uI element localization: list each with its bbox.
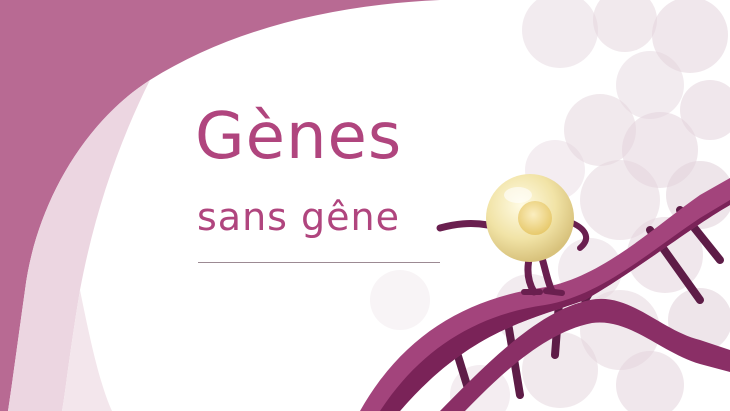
page-subtitle: sans gêne	[197, 195, 401, 239]
wave-light-bottom	[62, 290, 112, 411]
wave-light	[8, 80, 150, 411]
page-title: Gènes	[195, 100, 403, 174]
title-divider	[198, 262, 440, 263]
wave-dark	[0, 0, 440, 411]
